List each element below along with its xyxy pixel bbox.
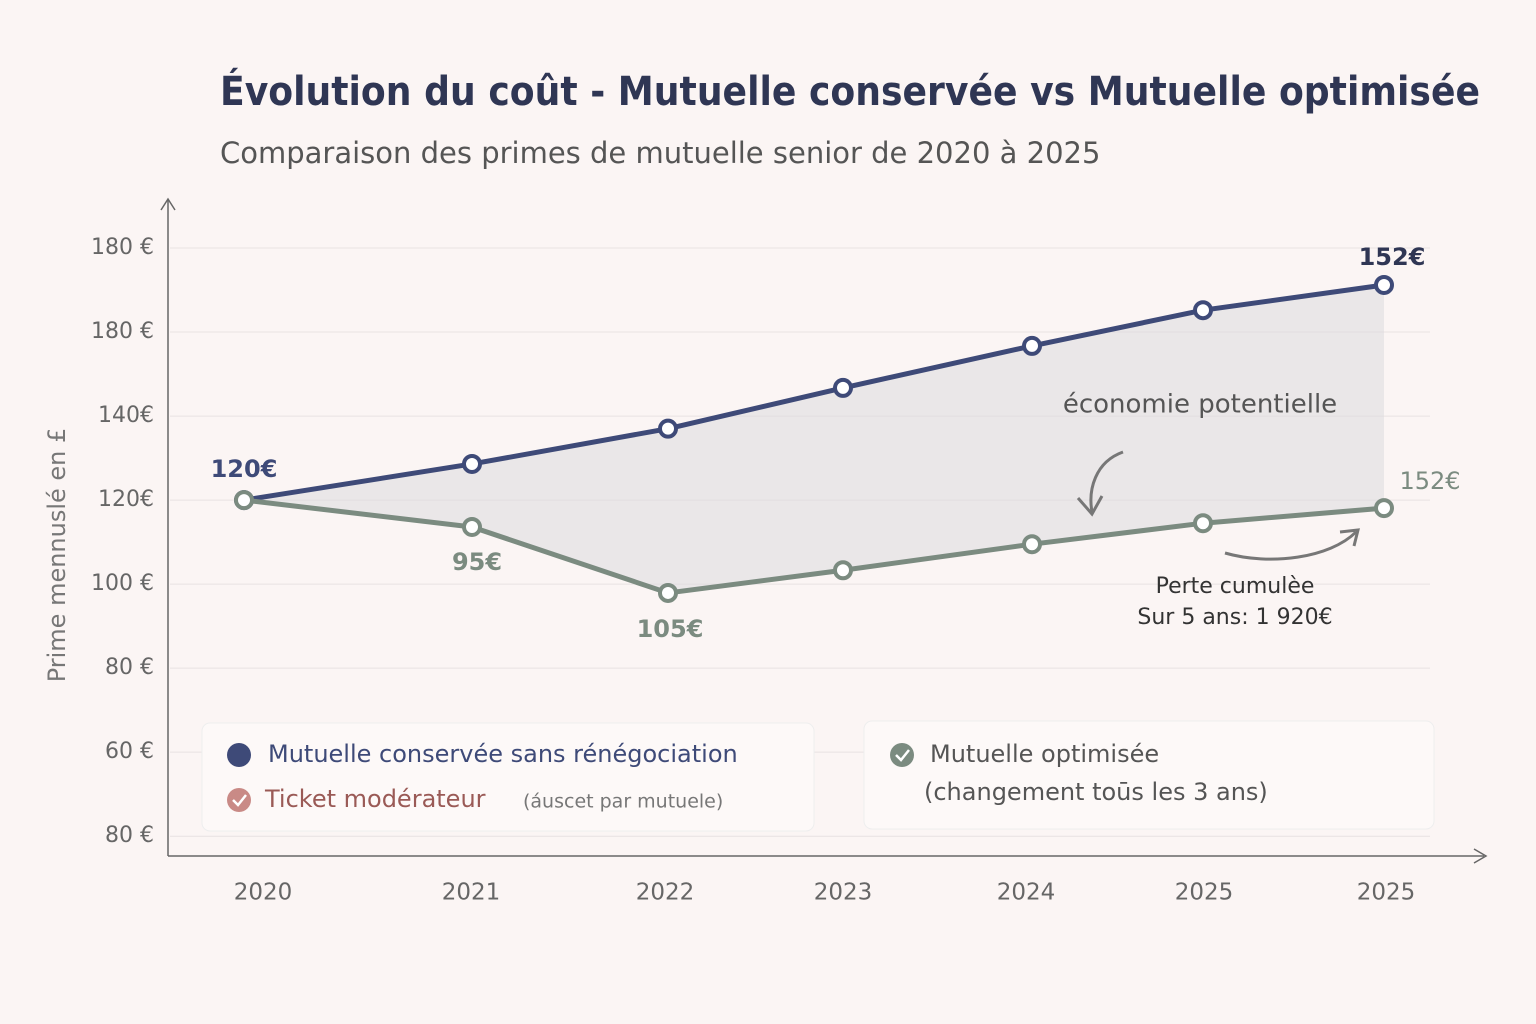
x-tick-label: 2021 (442, 880, 501, 906)
arrow-head (1339, 528, 1360, 547)
x-tick-label: 2020 (234, 880, 293, 906)
annotation: 105€ (637, 615, 704, 643)
data-point (833, 377, 853, 398)
data-point (462, 516, 482, 537)
y-tick-label: 80 € (105, 655, 154, 680)
legend-marker (890, 743, 914, 767)
legend-label: Mutuelle optimisée (930, 740, 1159, 768)
y-axis-label: Prime mennuslé en £ (43, 428, 71, 683)
legend-box (201, 722, 815, 832)
x-tick-label: 2025 (1175, 880, 1234, 906)
x-tick-label: 2025 (1357, 880, 1416, 906)
data-point (1022, 534, 1042, 555)
gap-area (244, 284, 1384, 593)
check (895, 749, 910, 762)
y-tick-label: 180 € (91, 319, 154, 344)
annotation: Perte cumulèe (1156, 574, 1315, 599)
data-point (1022, 335, 1042, 356)
data-point (1374, 274, 1394, 295)
data-point (658, 418, 678, 439)
y-tick-label: 60 € (105, 739, 154, 764)
annotation: économie potentielle (1063, 390, 1337, 420)
arrow (1224, 530, 1358, 561)
legend-label: Mutuelle conservée sans rénégociation (268, 740, 738, 768)
data-point (658, 582, 678, 603)
y-tick-label: 140€ (98, 403, 154, 428)
legend-note: (áuscet par mutuele) (523, 791, 723, 813)
data-point (833, 560, 853, 581)
x-tick-label: 2024 (997, 880, 1056, 906)
annotation: 152€ (1359, 243, 1426, 271)
data-point (1374, 498, 1394, 519)
y-tick-label: 180 € (91, 235, 154, 260)
data-point (1193, 513, 1213, 534)
annotation: 95€ (452, 548, 502, 576)
y-axis-arrow (160, 197, 176, 211)
y-tick-label: 80 € (105, 823, 154, 848)
annotation: Sur 5 ans: 1 920€ (1137, 605, 1332, 630)
y-tick-label: 100 € (91, 571, 154, 596)
legend-label: Ticket modérateur (264, 785, 486, 813)
legend-marker (227, 743, 251, 767)
data-point (462, 453, 482, 474)
y-tick-label: 120€ (98, 487, 154, 512)
chart-title: Évolution du coût - Mutuelle conservée v… (220, 67, 1480, 115)
check (232, 794, 247, 807)
chart-subtitle: Comparaison des primes de mutuelle senio… (220, 136, 1100, 170)
x-tick-label: 2023 (814, 880, 873, 906)
arrow-head (1076, 495, 1104, 517)
data-point (234, 490, 254, 511)
legend-box (863, 720, 1435, 830)
legend-marker (227, 788, 251, 812)
plot: 180 € 180 € 140€ 120€ 100 € 80 € 60 € 80 € 2020 2… (91, 235, 1461, 905)
x-axis-arrow (1473, 848, 1488, 864)
annotation: 120€ (211, 455, 278, 483)
arrow (1089, 450, 1124, 513)
annotation: 152€ (1399, 467, 1460, 495)
x-tick-label: 2022 (636, 880, 695, 906)
legend-note: (changement toūs les 3 ans) (924, 778, 1268, 806)
data-point (1193, 300, 1213, 321)
